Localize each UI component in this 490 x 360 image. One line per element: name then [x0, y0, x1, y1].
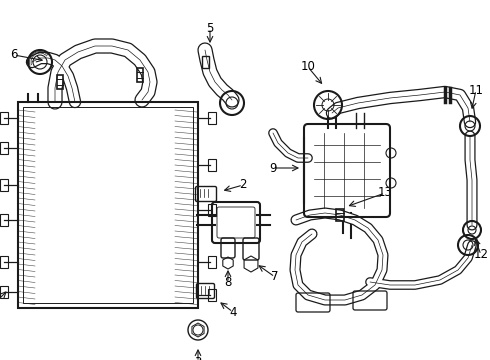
Text: 3: 3 [195, 356, 202, 360]
Text: 4: 4 [229, 306, 237, 319]
Bar [208, 112, 216, 124]
Bar [208, 256, 216, 268]
Text: 2: 2 [239, 179, 247, 192]
Text: 7: 7 [271, 270, 279, 284]
Bar [208, 204, 216, 216]
Text: 8: 8 [224, 276, 232, 289]
Text: 5: 5 [206, 22, 214, 35]
Bar [57, 75, 63, 89]
Text: 11: 11 [468, 84, 484, 96]
Bar [18, 102, 198, 308]
Bar [336, 209, 344, 221]
Bar [208, 159, 216, 171]
Bar [0, 179, 8, 191]
Bar [137, 68, 143, 82]
Bar [202, 56, 209, 68]
Bar [0, 286, 8, 298]
Bar [23, 107, 193, 303]
Text: 10: 10 [300, 60, 316, 73]
Text: 13: 13 [378, 186, 392, 199]
Bar [0, 214, 8, 226]
Text: 9: 9 [269, 162, 277, 175]
Bar [208, 289, 216, 301]
Bar [0, 112, 8, 124]
Bar [0, 256, 8, 268]
Text: 6: 6 [10, 49, 18, 62]
Text: 12: 12 [473, 248, 489, 261]
Bar [0, 142, 8, 154]
